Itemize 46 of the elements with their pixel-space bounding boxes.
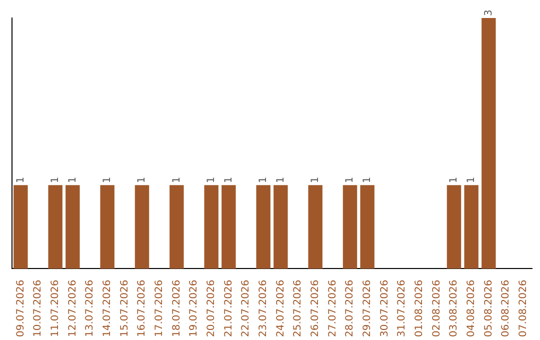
x-tick-label: 24.07.2026	[275, 280, 286, 338]
data-label: 1	[50, 176, 61, 184]
x-tick-label: 17.07.2026	[154, 280, 165, 338]
x-tick-label: 18.07.2026	[171, 280, 182, 338]
data-label: 1	[466, 176, 477, 184]
x-tick-label: 12.07.2026	[67, 280, 78, 338]
x-tick-label: 02.08.2026	[431, 280, 442, 338]
x-tick-label: 21.07.2026	[223, 280, 234, 338]
x-tick-label: 01.08.2026	[414, 280, 425, 338]
x-tick-label: 28.07.2026	[344, 280, 356, 338]
data-label: 1	[102, 176, 113, 184]
data-label: 1	[15, 176, 26, 184]
data-label: 1	[344, 176, 356, 184]
x-tick-label: 03.08.2026	[448, 280, 460, 338]
x-tick-label: 09.07.2026	[15, 280, 26, 338]
data-label: 1	[362, 176, 373, 184]
x-tick-label: 10.07.2026	[32, 280, 44, 338]
x-tick-label: 25.07.2026	[292, 280, 304, 338]
x-tick-label: 20.07.2026	[206, 280, 217, 338]
x-tick-label: 30.07.2026	[379, 280, 390, 338]
x-tick-label: 05.08.2026	[483, 280, 494, 338]
x-tick-label: 16.07.2026	[136, 280, 148, 338]
data-label: 1	[136, 176, 148, 184]
x-tick-label: 14.07.2026	[102, 280, 113, 338]
data-label: 3	[483, 10, 494, 16]
data-label: 1	[275, 176, 286, 184]
x-tick-label: 27.07.2026	[327, 280, 338, 338]
x-tick-label: 22.07.2026	[240, 280, 252, 338]
x-tick-label: 23.07.2026	[258, 280, 269, 338]
x-tick-label: 29.07.2026	[362, 280, 373, 338]
data-label: 1	[258, 176, 269, 184]
data-label: 1	[206, 176, 217, 184]
x-tick-label: 11.07.2026	[50, 280, 61, 338]
x-tick-label: 13.07.2026	[84, 280, 96, 338]
x-tick-label: 31.07.2026	[396, 280, 408, 338]
x-tick-label: 19.07.2026	[188, 280, 200, 338]
x-tick-label: 26.07.2026	[310, 280, 321, 338]
data-label: 1	[310, 176, 321, 184]
data-label: 1	[67, 176, 78, 184]
data-label: 1	[171, 176, 182, 184]
x-tick-label: 15.07.2026	[119, 280, 130, 338]
x-tick-label: 04.08.2026	[466, 280, 477, 338]
data-label: 1	[223, 176, 234, 184]
x-tick-label: 07.08.2026	[518, 280, 529, 338]
x-tick-label: 06.08.2026	[500, 280, 512, 338]
data-label: 1	[448, 176, 460, 184]
